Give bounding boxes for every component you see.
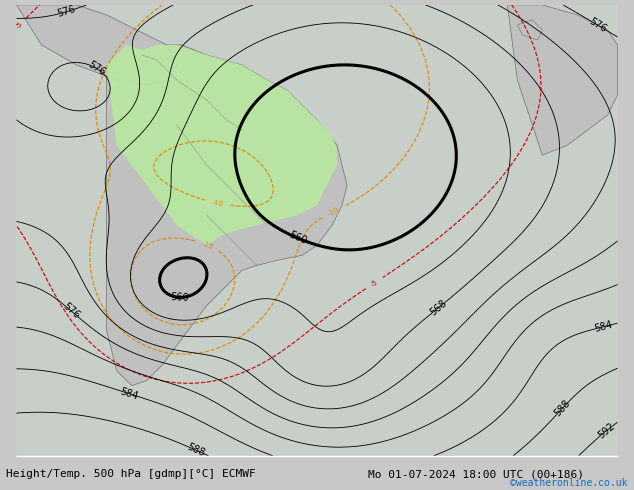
Polygon shape [507,5,618,155]
Text: Mo 01-07-2024 18:00 UTC (00+186): Mo 01-07-2024 18:00 UTC (00+186) [368,469,584,479]
Text: -10: -10 [211,199,224,207]
Text: -15: -15 [201,240,214,250]
Text: 588: 588 [185,441,206,458]
Text: 568: 568 [429,298,449,318]
Text: 576: 576 [588,16,609,34]
Text: 584: 584 [593,319,614,334]
Text: 576: 576 [56,4,77,19]
Polygon shape [107,45,347,386]
Polygon shape [517,20,543,40]
Text: 584: 584 [119,386,139,401]
Text: ©weatheronline.co.uk: ©weatheronline.co.uk [510,478,628,488]
Text: Height/Temp. 500 hPa [gdmp][°C] ECMWF: Height/Temp. 500 hPa [gdmp][°C] ECMWF [6,469,256,479]
Text: -10: -10 [328,206,340,217]
Text: -5: -5 [370,279,379,288]
Text: 592: 592 [596,421,617,441]
Polygon shape [107,45,337,245]
Text: 588: 588 [553,398,573,418]
Text: 560: 560 [170,292,189,303]
Text: 576: 576 [86,59,107,78]
Text: -5: -5 [15,21,24,30]
Text: 576: 576 [61,301,81,320]
Polygon shape [16,5,177,85]
Text: 560: 560 [288,230,309,246]
